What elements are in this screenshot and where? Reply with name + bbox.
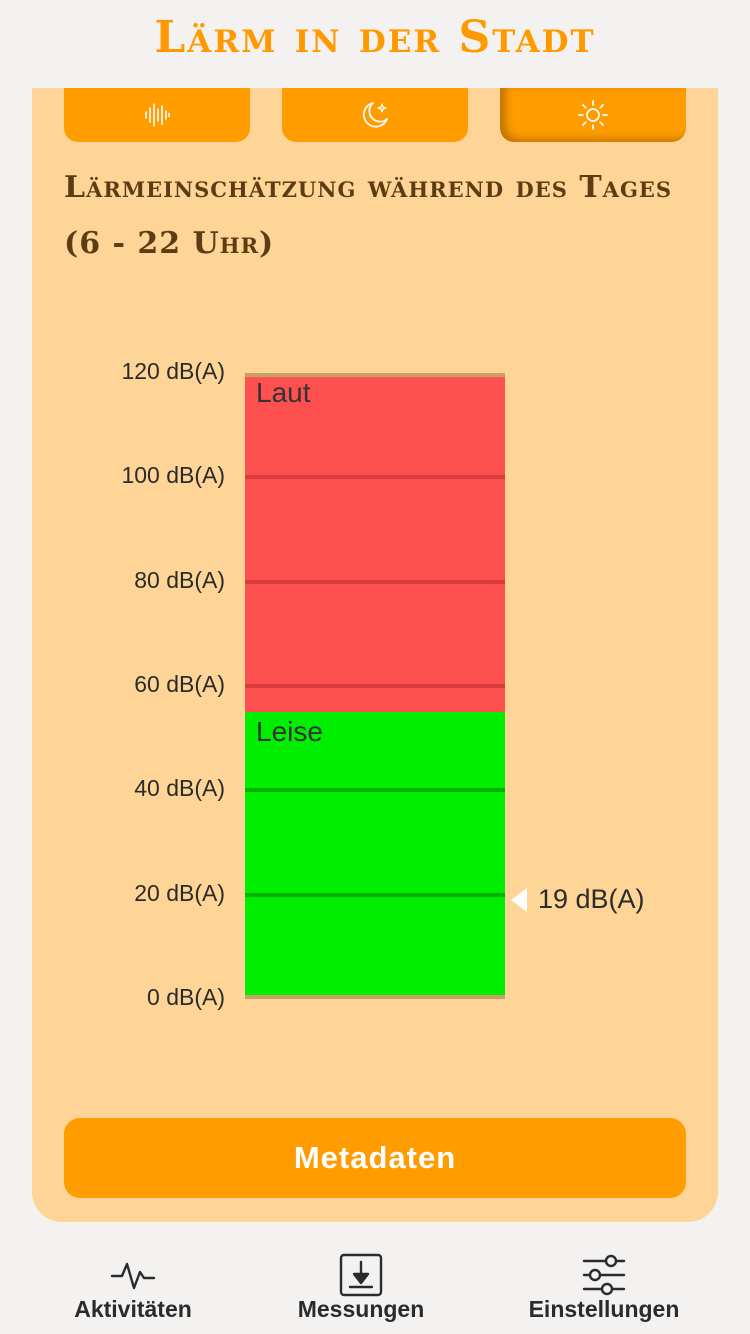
nav-label-activities: Aktivitäten	[74, 1296, 192, 1322]
sun-icon	[577, 99, 609, 131]
zone-laut: Laut	[245, 373, 505, 713]
activity-icon	[110, 1252, 156, 1302]
y-tick-label: 0 dB(A)	[147, 984, 225, 1010]
gridline	[245, 373, 505, 377]
zone-label: Laut	[256, 377, 311, 408]
y-tick-label: 120 dB(A)	[121, 358, 225, 384]
nav-item-measurements[interactable]: Messungen	[251, 1252, 471, 1334]
current-level-marker: 19 dB(A)	[511, 884, 691, 915]
zone-label: Leise	[256, 716, 323, 748]
mode-button-day[interactable]	[500, 88, 686, 142]
y-tick-label: 20 dB(A)	[134, 879, 225, 906]
mode-button-night[interactable]	[282, 88, 468, 142]
gridline	[245, 684, 505, 688]
gridline	[245, 475, 505, 480]
current-level-label: 19 dB(A)	[538, 884, 645, 915]
gridline	[245, 788, 505, 793]
y-tick-label: 60 dB(A)	[134, 671, 225, 697]
nav-label-measurements: Messungen	[297, 1296, 425, 1322]
nav-item-settings[interactable]: Einstellungen	[494, 1252, 714, 1334]
metadata-button[interactable]: Metadaten	[64, 1118, 686, 1198]
nav-label-settings: Einstellungen	[528, 1296, 680, 1322]
gridline	[245, 579, 505, 584]
y-tick-label: 40 dB(A)	[134, 775, 225, 802]
zone-leise: Leise	[245, 712, 505, 999]
y-tick-label: 80 dB(A)	[134, 566, 225, 593]
gridline	[245, 892, 505, 897]
y-tick-label: 100 dB(A)	[121, 462, 225, 489]
nav-item-activities[interactable]: Aktivitäten	[23, 1252, 243, 1334]
section-title: Lärmeinschätzung während des Tages (6 - …	[64, 170, 673, 261]
sliders-icon	[581, 1252, 627, 1302]
noise-scale-bar: Leise Laut	[245, 373, 505, 999]
mode-button-measure[interactable]	[64, 88, 250, 142]
waveform-icon	[143, 101, 171, 129]
app-title: Lärm in der Stadt	[154, 12, 596, 63]
moon-icon	[359, 99, 391, 131]
gridline	[245, 995, 505, 999]
marker-arrow-icon	[511, 887, 527, 912]
download-box-icon	[338, 1252, 384, 1302]
